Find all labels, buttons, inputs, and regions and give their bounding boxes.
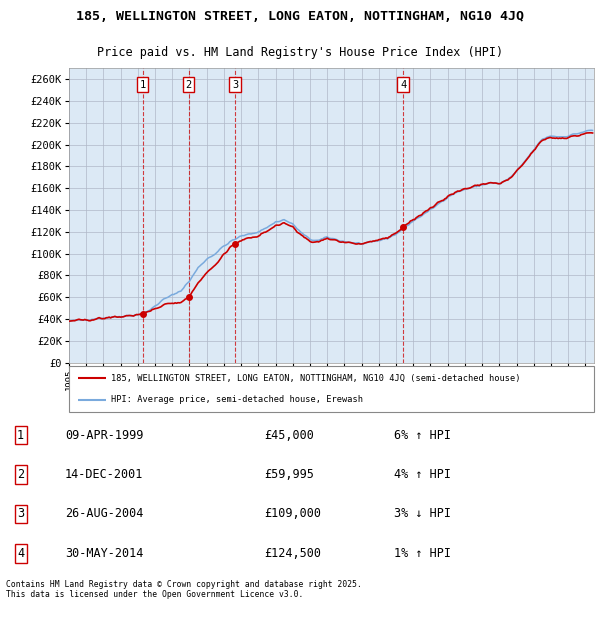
Text: 09-APR-1999: 09-APR-1999 [65,428,143,441]
Text: 2: 2 [17,468,24,481]
Text: 14-DEC-2001: 14-DEC-2001 [65,468,143,481]
Text: 185, WELLINGTON STREET, LONG EATON, NOTTINGHAM, NG10 4JQ: 185, WELLINGTON STREET, LONG EATON, NOTT… [76,10,524,23]
Text: HPI: Average price, semi-detached house, Erewash: HPI: Average price, semi-detached house,… [111,395,363,404]
Text: 3: 3 [17,508,24,520]
Text: 1: 1 [139,79,146,89]
Text: £109,000: £109,000 [265,508,322,520]
Text: 4: 4 [400,79,406,89]
Text: 30-MAY-2014: 30-MAY-2014 [65,547,143,560]
Text: 3: 3 [232,79,238,89]
FancyBboxPatch shape [69,366,594,412]
Text: 3% ↓ HPI: 3% ↓ HPI [394,508,451,520]
Text: £124,500: £124,500 [265,547,322,560]
Text: 1: 1 [17,428,24,441]
Text: 4% ↑ HPI: 4% ↑ HPI [394,468,451,481]
Text: 1% ↑ HPI: 1% ↑ HPI [394,547,451,560]
Text: 6% ↑ HPI: 6% ↑ HPI [394,428,451,441]
Text: 2: 2 [185,79,192,89]
Text: 26-AUG-2004: 26-AUG-2004 [65,508,143,520]
Text: £59,995: £59,995 [265,468,314,481]
Text: 185, WELLINGTON STREET, LONG EATON, NOTTINGHAM, NG10 4JQ (semi-detached house): 185, WELLINGTON STREET, LONG EATON, NOTT… [111,374,521,383]
Text: Price paid vs. HM Land Registry's House Price Index (HPI): Price paid vs. HM Land Registry's House … [97,46,503,58]
Text: Contains HM Land Registry data © Crown copyright and database right 2025.
This d: Contains HM Land Registry data © Crown c… [6,580,362,599]
Text: £45,000: £45,000 [265,428,314,441]
Text: 4: 4 [17,547,24,560]
